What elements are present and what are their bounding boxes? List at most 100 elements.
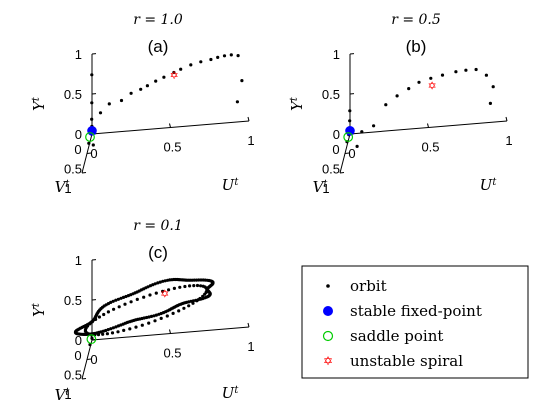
orbit-point xyxy=(407,87,411,91)
orbit-point xyxy=(201,284,205,288)
orbit-point xyxy=(222,54,227,58)
panel-a-v-tick-label: 1 xyxy=(64,181,71,196)
orbit-point xyxy=(348,119,352,123)
orbit-point xyxy=(161,289,165,293)
orbit-point xyxy=(182,306,186,310)
panel-c-zlabel: Yt xyxy=(30,302,48,317)
panel-b-y-tick-label: 0 xyxy=(333,127,340,142)
orbit-point xyxy=(454,70,458,74)
panel-a-u-tick-label: 0.5 xyxy=(163,140,181,155)
orbit-point xyxy=(159,316,163,320)
orbit-point xyxy=(191,301,195,305)
orbit-point xyxy=(229,53,233,57)
panel-b-y-tick-label: 1 xyxy=(333,47,340,62)
panel-b-title: r = 0.5 xyxy=(391,12,441,28)
orbit-point xyxy=(216,55,220,60)
orbit-point xyxy=(90,320,94,324)
orbit-point xyxy=(179,67,183,71)
orbit-point xyxy=(105,332,109,336)
orbit-point xyxy=(116,324,121,328)
legend-item-unstable: ✡ unstable spiral xyxy=(323,352,463,370)
orbit-point xyxy=(87,141,91,145)
orbit-point xyxy=(209,57,213,62)
orbit-point xyxy=(134,325,138,329)
panel-b-y-tick-label: 0.5 xyxy=(322,87,340,102)
panel-a-v-tick-label: 0 xyxy=(74,142,81,157)
orbit-point xyxy=(167,288,171,292)
orbit-point xyxy=(147,321,151,325)
stable-fixed-point xyxy=(87,126,97,136)
orbit-point xyxy=(124,294,128,299)
panel-b-u-tick xyxy=(505,116,508,122)
panel-b-v-tick xyxy=(339,172,345,174)
legend-saddle-marker xyxy=(322,330,334,342)
orbit-point xyxy=(106,328,110,332)
orbit-point xyxy=(151,283,155,287)
panel-c-v-tick-label: 1 xyxy=(64,387,71,402)
orbit-point xyxy=(395,94,399,98)
orbit-point xyxy=(148,293,152,297)
orbit-point xyxy=(140,323,144,327)
panel-c-y-tick-label: 0 xyxy=(75,333,82,348)
panel-a-title: r = 1.0 xyxy=(133,12,183,28)
orbit-point xyxy=(464,68,468,72)
orbit-point xyxy=(491,85,495,89)
orbit-point xyxy=(123,302,127,306)
orbit-point xyxy=(348,109,352,113)
panel-c-u-tick xyxy=(169,329,171,334)
orbit-point xyxy=(148,284,152,288)
orbit-point xyxy=(112,307,116,311)
orbit-point xyxy=(488,101,492,105)
orbit-point xyxy=(153,282,157,286)
legend-stable-marker xyxy=(323,306,333,316)
orbit-point xyxy=(156,281,160,285)
panel-a-label: (a) xyxy=(148,37,169,56)
panel-c-u-tick-label: 1 xyxy=(247,339,254,354)
orbit-point xyxy=(114,325,118,329)
panel-c-ulabel: Ut xyxy=(222,384,240,402)
orbit-point xyxy=(166,278,170,282)
panel-c-v-tick-label: 0.5 xyxy=(64,368,82,383)
orbit-point xyxy=(236,54,240,58)
panel-c-marks: ✡ xyxy=(73,277,215,347)
orbit-point xyxy=(91,143,95,147)
orbit-point xyxy=(119,98,124,103)
panel-b-u-tick-label: 0.5 xyxy=(421,140,439,155)
orbit-point xyxy=(158,280,162,284)
orbit-point xyxy=(128,327,132,331)
orbit-point xyxy=(372,124,376,128)
orbit-point xyxy=(189,299,193,303)
orbit-point xyxy=(429,76,433,80)
orbit-point xyxy=(178,285,182,289)
legend: orbit stable fixed-point saddle point ✡ … xyxy=(301,265,529,379)
orbit-point xyxy=(195,299,199,303)
saddle-point xyxy=(343,132,354,142)
orbit-point xyxy=(199,60,203,64)
orbit-point xyxy=(111,299,115,303)
orbit-point xyxy=(360,130,364,134)
panel-b-v-tick-label: 0.5 xyxy=(322,162,340,177)
panel-a-y-tick-label: 1 xyxy=(75,47,82,62)
unstable-spiral: ✡ xyxy=(170,70,179,82)
panel-b-v-tick-label: 0 xyxy=(332,142,339,157)
panel-a-v-tick xyxy=(86,152,92,154)
orbit-point xyxy=(384,103,388,107)
orbit-point xyxy=(90,101,94,105)
orbit-point xyxy=(102,312,106,317)
stable-fixed-point xyxy=(345,126,355,136)
legend-stable-label: stable fixed-point xyxy=(350,302,482,320)
orbit-point xyxy=(165,314,169,318)
panel-a-u-tick xyxy=(247,116,250,122)
legend-item-saddle: saddle point xyxy=(322,327,443,345)
orbit-point xyxy=(154,291,158,295)
legend-item-stable: stable fixed-point xyxy=(323,302,482,320)
orbit-point xyxy=(154,313,158,317)
legend-saddle-label: saddle point xyxy=(350,327,443,345)
orbit-point xyxy=(152,314,156,318)
panel-b-u-tick-label: 1 xyxy=(505,133,512,148)
orbit-point xyxy=(145,315,149,320)
orbit-point xyxy=(135,297,139,301)
